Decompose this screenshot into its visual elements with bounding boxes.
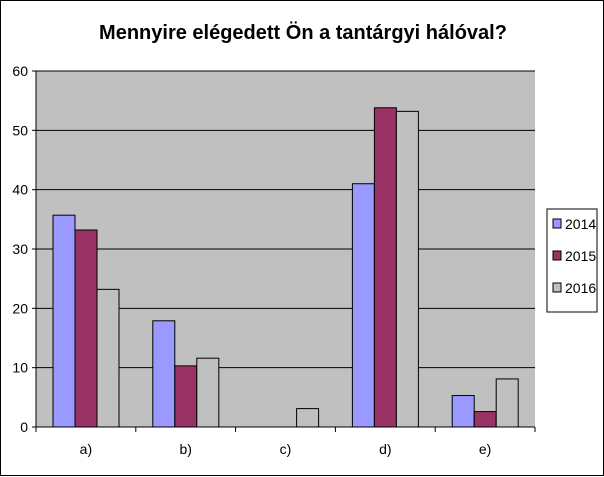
legend-swatch-2016 (552, 282, 562, 293)
legend-label-2016: 2016 (565, 280, 596, 296)
legend-label-2015: 2015 (565, 248, 596, 264)
bar-2015-0 (74, 229, 98, 428)
x-tick-label: e) (479, 441, 491, 457)
bar-2014-4 (451, 395, 475, 428)
y-tick-label: 60 (12, 63, 28, 79)
bar-2016-0 (96, 288, 120, 428)
bar-2016-3 (395, 110, 419, 428)
y-tick-label: 10 (12, 360, 28, 376)
y-tick-label: 40 (12, 182, 28, 198)
bar-2016-2 (296, 408, 320, 428)
bar-2015-1 (174, 365, 198, 428)
bar-2014-3 (351, 183, 375, 428)
x-tick-label: a) (80, 441, 92, 457)
bar-2016-4 (495, 378, 519, 428)
y-tick-label: 30 (12, 241, 28, 257)
chart-title: Mennyire elégedett Ön a tantárgyi hálóva… (99, 21, 507, 44)
x-tick-label: c) (280, 441, 292, 457)
bar-2015-3 (373, 107, 397, 428)
legend-label-2014: 2014 (565, 216, 596, 232)
bar-2014-0 (52, 214, 76, 428)
bar-2015-4 (473, 411, 497, 428)
legend-swatch-2014 (552, 218, 562, 229)
y-tick-label: 20 (12, 300, 28, 316)
y-tick-label: 50 (12, 122, 28, 138)
x-tick-label: d) (379, 441, 391, 457)
bar-2014-1 (152, 320, 176, 428)
y-tick-label: 0 (20, 419, 28, 435)
legend-swatch-2015 (552, 250, 562, 261)
x-tick-label: b) (179, 441, 191, 457)
bar-2016-1 (196, 357, 220, 428)
